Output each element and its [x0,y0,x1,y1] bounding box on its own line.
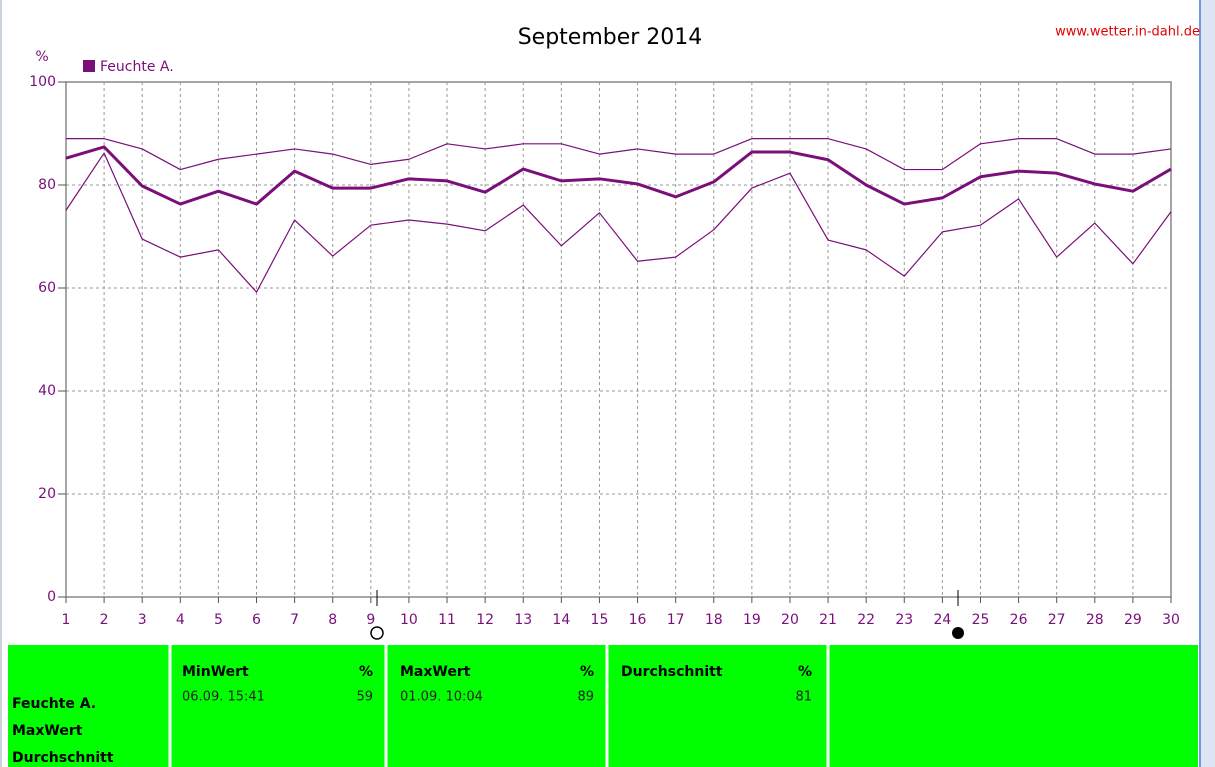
x-tick-label: 1 [62,612,71,628]
x-tick-label: 10 [400,612,418,628]
x-tick-label: 29 [1124,612,1142,628]
column-unit: % [359,664,373,680]
row-label: Feuchte A. [12,696,96,712]
x-tick-label: 11 [438,612,456,628]
chart-title: September 2014 [518,25,703,50]
x-tick-label: 18 [705,612,723,628]
row-label: MaxWert [12,723,83,739]
x-tick-label: 25 [972,612,990,628]
x-tick-label: 19 [743,612,761,628]
x-tick-label: 23 [895,612,913,628]
x-tick-label: 8 [328,612,337,628]
y-tick-label: 20 [38,486,56,502]
x-tick-label: 26 [1010,612,1028,628]
min-marker [370,626,384,640]
x-tick-label: 30 [1162,612,1180,628]
x-tick-label: 15 [591,612,609,628]
column-header: Durchschnitt [621,664,723,680]
time: 06.09. 15:41 [182,690,265,705]
x-tick-label: 21 [819,612,837,628]
y-tick-label: 100 [29,74,56,90]
column-header: MinWert [182,664,249,680]
x-tick-label: 27 [1048,612,1066,628]
plot-frame [65,81,1172,598]
max-marker [952,627,964,639]
x-tick-label: 2 [100,612,109,628]
source: www.wetter.in-dahl.de [1055,25,1200,40]
value: 81 [795,690,812,705]
column-unit: % [798,664,812,680]
x-tick-label: 28 [1086,612,1104,628]
y-tick-label: 60 [38,280,56,296]
series-line [65,152,1172,293]
x-tick-label: 13 [514,612,532,628]
y-tick-label: 80 [38,177,56,193]
x-tick-label: 22 [857,612,875,628]
x-tick-label: 6 [252,612,261,628]
stats-panel [8,645,1198,767]
x-tick-label: 20 [781,612,799,628]
x-tick-label: 14 [552,612,570,628]
x-tick-label: 7 [290,612,299,628]
panel-dividers [168,645,830,767]
x-tick-label: 3 [138,612,147,628]
y-tick-label: 0 [47,589,56,605]
legend-label: Feuchte A. [100,59,174,75]
y-tick-label: 40 [38,383,56,399]
series-line [66,138,1172,171]
value: 89 [577,690,594,705]
x-tick-label: 4 [176,612,185,628]
x-tick-label: 9 [366,612,375,628]
series-line [65,145,1172,206]
value: 59 [356,690,373,705]
x-tick-label: 5 [214,612,223,628]
x-tick-label: 12 [476,612,494,628]
column-unit: % [580,664,594,680]
y-axis-label: % [35,49,48,65]
x-tick-label: 24 [933,612,951,628]
legend-swatch [83,60,95,72]
time: 01.09. 10:04 [400,690,483,705]
row-label: Durchschnitt [12,750,114,766]
x-tick-label: 17 [667,612,685,628]
window-border [1199,0,1215,767]
x-tick-label: 16 [629,612,647,628]
column-header: MaxWert [400,664,471,680]
